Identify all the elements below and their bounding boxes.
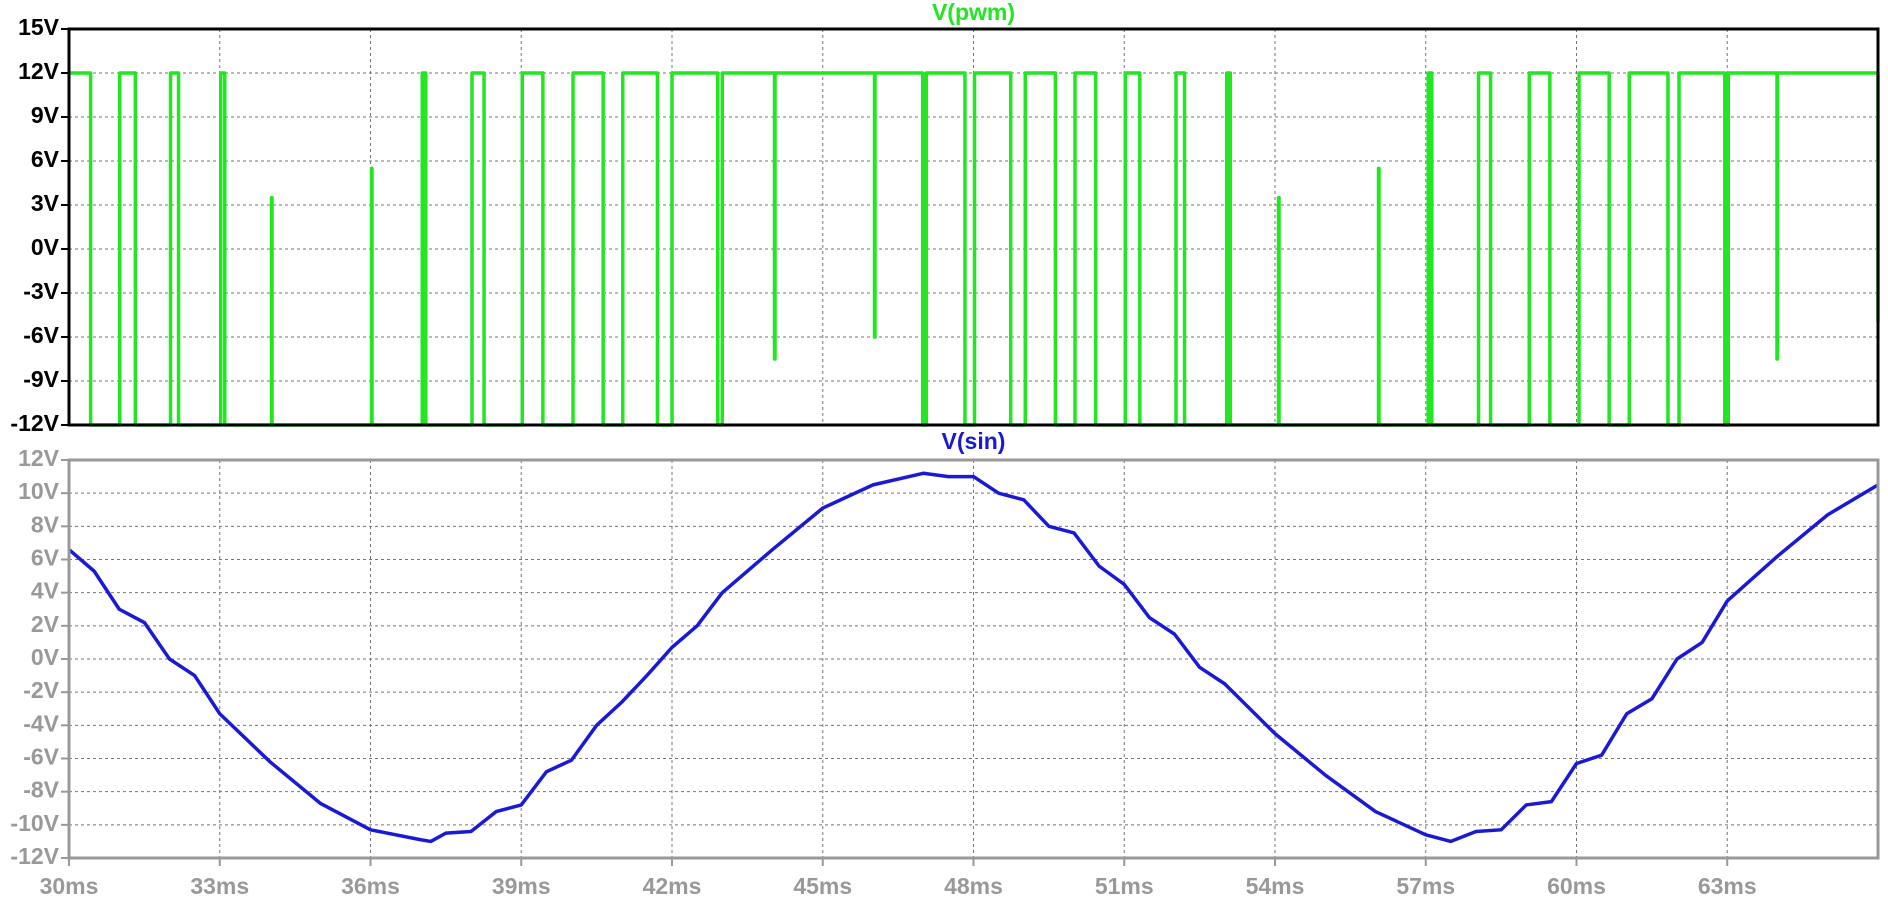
chart-title: V(pwm) [932,0,1015,25]
x-tick-label: 63ms [1698,873,1757,899]
y-tick-label: 4V [31,578,60,604]
y-tick-label: -9V [23,366,59,392]
series-line [67,471,1879,844]
y-tick-label: -10V [10,810,59,836]
y-tick-label: 12V [18,58,60,84]
y-tick-label: 9V [31,102,60,128]
y-tick-label: 0V [31,234,60,260]
y-tick-label: 3V [31,190,60,216]
y-tick-label: -6V [23,322,59,348]
y-tick-label: 0V [31,644,60,670]
y-tick-label: -8V [23,777,59,803]
x-tick-label: 51ms [1095,873,1154,899]
chart-title: V(sin) [942,428,1006,454]
y-tick-label: 6V [31,545,60,571]
x-tick-label: 39ms [492,873,551,899]
y-tick-label: 8V [31,511,60,537]
y-tick-label: 15V [18,14,60,40]
y-tick-label: 10V [18,478,60,504]
x-tick-label: 36ms [341,873,400,899]
y-tick-label: 12V [18,445,60,471]
x-tick-label: 57ms [1396,873,1455,899]
plot-frame [67,458,1880,860]
x-tick-label: 45ms [793,873,852,899]
plot-frame [67,27,1880,427]
y-tick-label: -2V [23,677,59,703]
x-tick-label: 30ms [40,873,99,899]
y-tick-label: -12V [10,843,59,869]
x-tick-label: 48ms [944,873,1003,899]
x-tick-label: 54ms [1246,873,1305,899]
y-tick-label: -12V [10,410,59,436]
x-tick-label: 60ms [1547,873,1606,899]
y-tick-label: 2V [31,611,60,637]
x-tick-label: 33ms [190,873,249,899]
y-tick-label: -6V [23,744,59,770]
x-tick-label: 42ms [643,873,702,899]
y-tick-label: -4V [23,710,59,736]
y-tick-label: 6V [31,146,60,172]
y-tick-label: -3V [23,278,59,304]
